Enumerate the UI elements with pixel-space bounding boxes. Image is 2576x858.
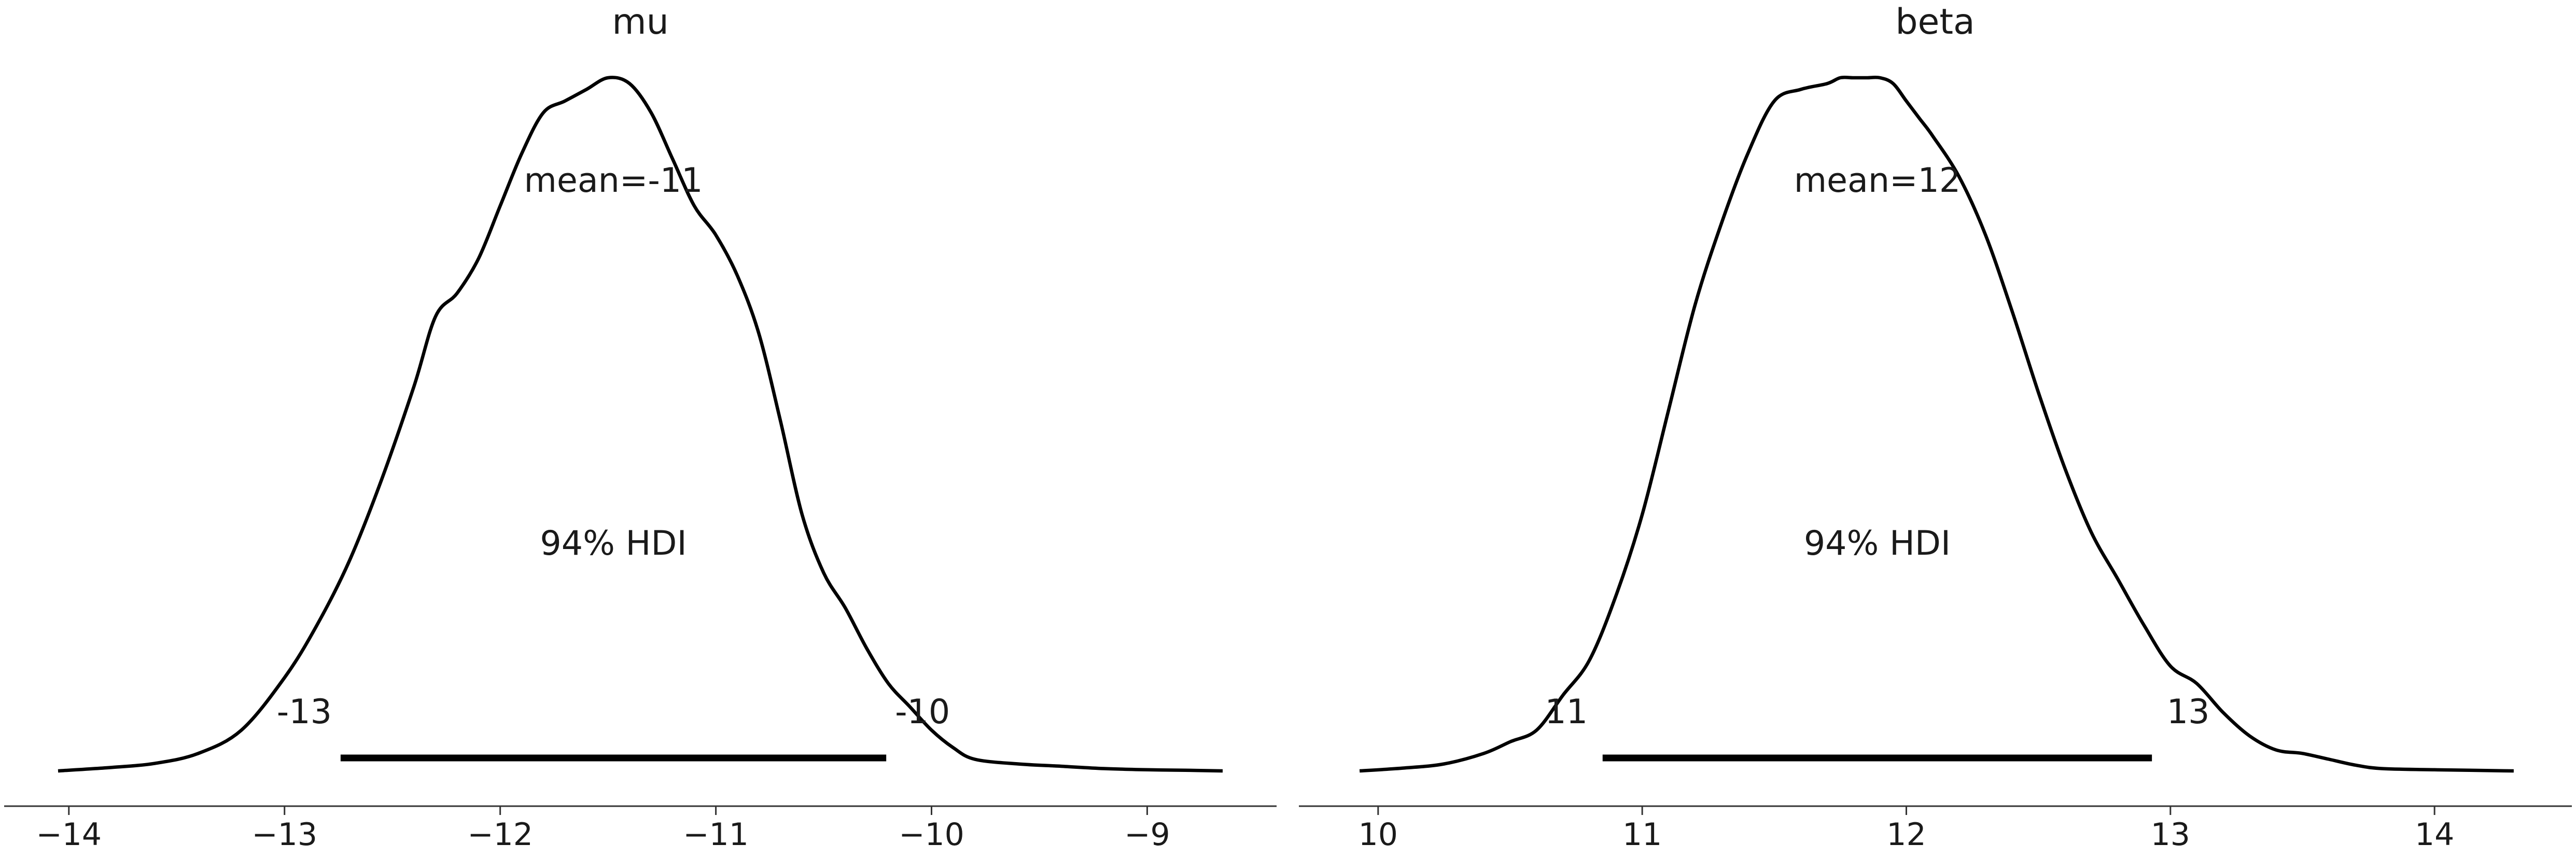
hdi-low-label: -13 [277, 693, 332, 732]
hdi-high-label: -10 [895, 693, 950, 732]
x-tick-label: −11 [683, 817, 749, 853]
posterior-panel-mu: mu mean=-11 94% HDI -13 -10 −14 −13 −12 −11… [4, 2, 1277, 853]
hdi-label: 94% HDI [540, 524, 687, 563]
hdi-low-label: 11 [1545, 693, 1588, 732]
x-tick-label: −14 [36, 817, 102, 853]
x-tick-label: −12 [467, 817, 533, 853]
x-tick-label: −13 [251, 817, 317, 853]
x-tick-label: 10 [1359, 817, 1398, 853]
hdi-high-label: 13 [2167, 693, 2210, 732]
x-tick-label: −9 [1124, 817, 1170, 853]
density-curve [58, 76, 1223, 773]
chart-title: beta [1895, 2, 1975, 43]
chart-title: mu [612, 2, 668, 43]
x-tick-label: 13 [2151, 817, 2190, 853]
x-axis-ticks: −14 −13 −12 −11 −10 −9 [36, 806, 1170, 853]
density-curve [1359, 75, 2514, 773]
x-tick-label: −10 [899, 817, 964, 853]
posterior-panel-beta: beta mean=12 94% HDI 11 13 10 11 12 13 14 [1299, 2, 2572, 853]
x-tick-label: 11 [1622, 817, 1662, 853]
x-axis-ticks: 10 11 12 13 14 [1359, 806, 2454, 853]
hdi-label: 94% HDI [1804, 524, 1951, 563]
x-tick-label: 12 [1886, 817, 1926, 853]
x-tick-label: 14 [2415, 817, 2454, 853]
mean-label: mean=12 [1794, 161, 1961, 200]
mean-label: mean=-11 [524, 161, 703, 200]
